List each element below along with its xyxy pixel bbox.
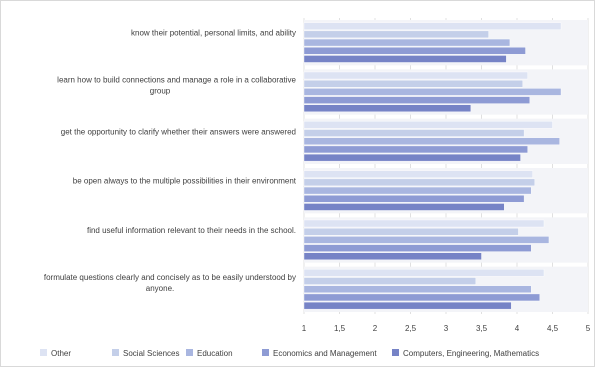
x-tick-label: 3,5 <box>476 324 488 333</box>
x-tick-label: 2 <box>373 324 378 333</box>
legend-swatch <box>262 349 269 356</box>
x-axis-tick-labels: 1 1,5 2 2,5 3 3,5 4 4,5 5 <box>302 324 591 333</box>
bar <box>303 79 523 88</box>
bar <box>303 277 477 285</box>
bar <box>303 153 521 162</box>
category-label: be open always to the multiple possibili… <box>73 177 297 186</box>
bar <box>303 170 533 178</box>
bar <box>303 203 505 211</box>
legend-label: Education <box>197 349 233 358</box>
bar <box>303 293 540 302</box>
legend-swatch <box>392 349 399 356</box>
bar <box>303 55 507 63</box>
category-label: formulate questions clearly and concisel… <box>44 273 296 282</box>
bar <box>303 244 532 252</box>
bar <box>303 227 519 236</box>
bar <box>303 96 530 104</box>
bar <box>303 47 526 55</box>
bar <box>303 38 511 47</box>
bar <box>303 30 489 39</box>
bar <box>303 195 525 203</box>
legend-swatch <box>40 349 47 356</box>
bar <box>303 269 545 277</box>
bar <box>303 22 562 30</box>
bar <box>303 145 528 154</box>
bar <box>303 71 528 80</box>
x-tick-label: 4,5 <box>547 324 559 333</box>
bar <box>303 88 562 96</box>
legend-label: Computers, Engineering, Mathematics <box>403 349 539 358</box>
bar <box>303 236 550 244</box>
legend: Other Social Sciences Education Economics a… <box>40 349 539 358</box>
category-label: find useful information relevant to thei… <box>87 226 296 235</box>
x-tick-label: 4 <box>515 324 520 333</box>
bar <box>303 186 532 195</box>
x-tick-label: 1 <box>302 324 307 333</box>
x-tick-label: 2,5 <box>405 324 417 333</box>
legend-label: Other <box>51 349 71 358</box>
x-tick-label: 5 <box>586 324 591 333</box>
legend-swatch <box>186 349 193 356</box>
bar <box>303 178 535 187</box>
legend-swatch <box>112 349 119 356</box>
category-labels: know their potential, personal limits, a… <box>44 29 297 293</box>
category-label: know their potential, personal limits, a… <box>131 29 296 38</box>
bar <box>303 219 545 228</box>
bar <box>303 121 553 129</box>
legend-label: Economics and Management <box>273 349 377 358</box>
category-label: get the opportunity to clarify whether t… <box>61 127 296 136</box>
legend-label: Social Sciences <box>123 349 179 358</box>
bar <box>303 129 525 137</box>
x-tick-label: 3 <box>444 324 449 333</box>
gridlines <box>303 18 589 314</box>
bar <box>303 104 472 113</box>
bar <box>303 137 560 145</box>
x-tick-label: 1,5 <box>334 324 346 333</box>
bars <box>303 22 562 310</box>
bar <box>303 285 532 293</box>
category-label: anyone. <box>146 284 174 293</box>
category-label: learn how to build connections and manag… <box>57 76 296 85</box>
bar <box>303 252 482 261</box>
bar <box>303 301 512 310</box>
category-label: group <box>150 87 171 96</box>
